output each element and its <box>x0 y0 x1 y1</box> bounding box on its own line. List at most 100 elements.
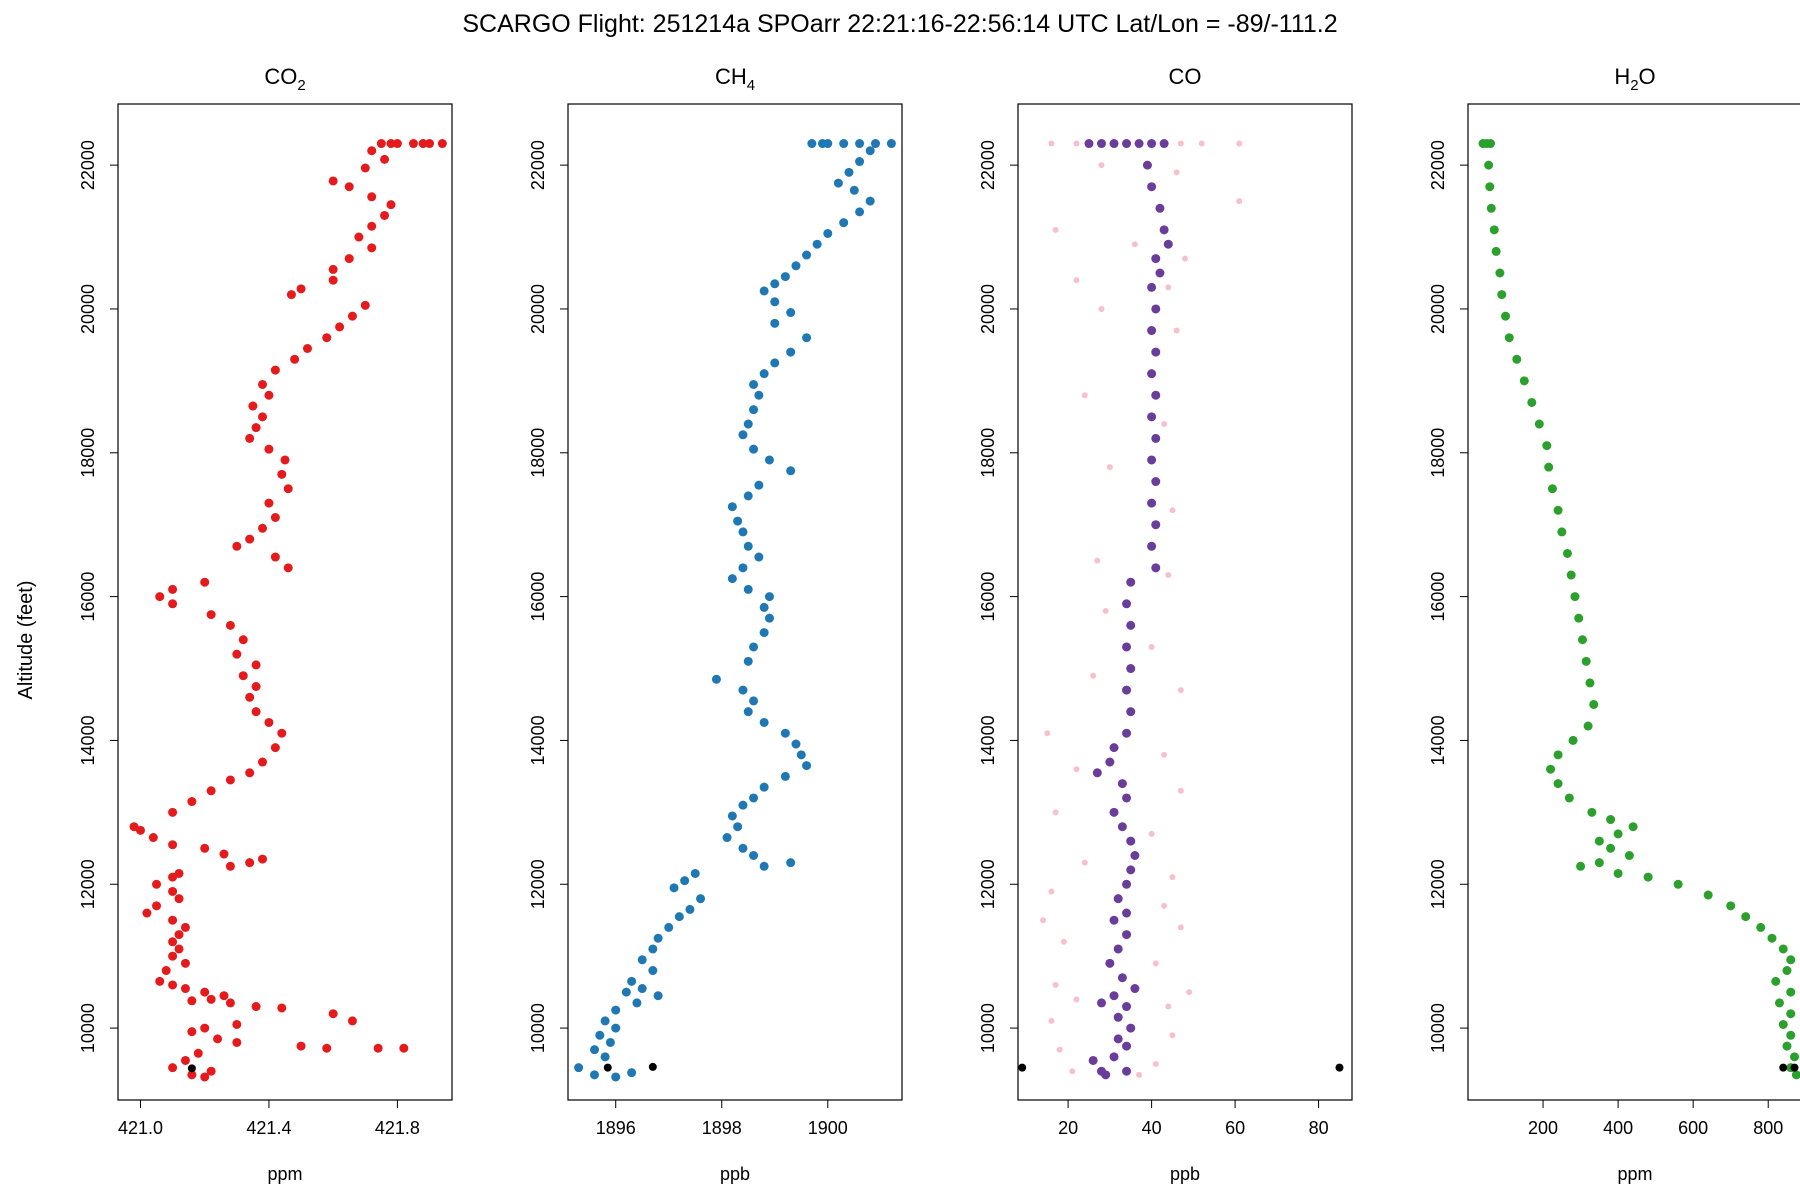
data-point <box>1126 577 1136 587</box>
data-point <box>1151 520 1161 530</box>
x-axis-label: ppb <box>1170 1164 1200 1184</box>
x-tick-label: 1898 <box>702 1118 742 1138</box>
data-point <box>225 998 235 1008</box>
data-point <box>770 318 780 328</box>
data-point <box>245 858 255 868</box>
data-point <box>206 994 216 1004</box>
data-point <box>1081 859 1088 866</box>
x-tick-label: 421.4 <box>246 1118 291 1138</box>
x-tick-label: 20 <box>1058 1118 1078 1138</box>
data-point <box>1594 858 1604 868</box>
data-point <box>1117 973 1127 983</box>
panel-1: CO2 10000 12000 14000 16000 18000 20000 22000 42… <box>78 64 453 1184</box>
data-point <box>1048 1017 1055 1024</box>
data-point <box>206 1066 216 1076</box>
y-tick-label: 18000 <box>1428 428 1448 478</box>
data-point <box>1504 333 1514 343</box>
data-point <box>1151 563 1161 573</box>
data-point <box>1122 1041 1132 1051</box>
plot-frame <box>1467 103 1800 1101</box>
data-point <box>322 333 332 343</box>
data-point <box>1553 750 1563 760</box>
data-point <box>1142 160 1152 170</box>
marker-point <box>648 1062 657 1071</box>
data-point <box>155 592 165 602</box>
data-point <box>1484 160 1494 170</box>
data-point <box>1081 392 1088 399</box>
data-point <box>1791 1070 1800 1080</box>
marker-point <box>1779 1063 1788 1072</box>
data-point <box>1547 484 1557 494</box>
data-point <box>1040 917 1047 924</box>
data-point <box>1767 933 1777 943</box>
data-point <box>1105 757 1115 767</box>
data-point <box>258 523 268 533</box>
data-point <box>1594 836 1604 846</box>
panel-title-main: CO <box>264 64 297 89</box>
y-tick-label: 14000 <box>978 715 998 765</box>
data-point <box>1786 987 1796 997</box>
data-point <box>367 243 377 253</box>
panel-title: CO <box>1169 64 1202 89</box>
data-point <box>1117 822 1127 832</box>
figure-title: SCARGO Flight: 251214a SPOarr 22:21:16-2… <box>462 10 1337 38</box>
y-axis-label: Altitude (feet) <box>15 581 37 700</box>
data-point <box>245 768 255 778</box>
data-point <box>277 469 287 479</box>
data-point <box>802 333 812 343</box>
data-point <box>1136 1071 1143 1078</box>
data-point <box>1553 779 1563 789</box>
data-point <box>1109 743 1119 753</box>
data-point <box>833 178 843 188</box>
data-point <box>1109 915 1119 925</box>
data-point <box>290 354 300 364</box>
data-point <box>219 991 229 1001</box>
data-point <box>621 987 631 997</box>
data-point <box>770 358 780 368</box>
data-point <box>1097 139 1106 149</box>
data-point <box>1570 592 1580 602</box>
data-point <box>1113 1034 1123 1044</box>
data-point <box>168 951 178 961</box>
data-point <box>722 833 732 843</box>
data-point <box>1161 421 1168 428</box>
data-point <box>264 444 274 454</box>
y-tick-label: 16000 <box>528 572 548 622</box>
data-point <box>1122 642 1132 652</box>
data-point <box>1544 462 1554 472</box>
data-point <box>743 656 753 666</box>
data-point <box>1126 1023 1136 1033</box>
data-point <box>1097 998 1106 1008</box>
data-point <box>1774 998 1784 1008</box>
data-point <box>1122 908 1132 918</box>
data-point <box>206 610 216 620</box>
y-tick-label: 14000 <box>528 715 548 765</box>
data-point <box>749 405 759 415</box>
data-point <box>155 976 165 986</box>
data-point <box>780 771 790 781</box>
data-point <box>685 904 695 914</box>
data-point <box>1052 809 1059 816</box>
data-point <box>152 879 162 889</box>
data-point <box>1113 944 1123 954</box>
data-point <box>1106 464 1113 471</box>
panel-title: H2O <box>1614 64 1655 94</box>
data-point <box>418 139 428 149</box>
y-tick-label: 18000 <box>528 428 548 478</box>
data-point <box>627 1068 637 1078</box>
data-point <box>839 218 849 228</box>
data-point <box>225 861 235 871</box>
data-point <box>759 286 769 296</box>
data-point <box>764 613 774 623</box>
data-point <box>1186 989 1193 996</box>
data-point <box>1113 1012 1123 1022</box>
x-tick-label: 40 <box>1142 1118 1162 1138</box>
data-point <box>605 1037 615 1047</box>
marker-point <box>1790 1063 1799 1072</box>
x-tick-label: 80 <box>1309 1118 1329 1138</box>
data-point <box>865 146 875 156</box>
data-point <box>168 840 178 850</box>
data-point <box>637 984 647 994</box>
data-point <box>1084 139 1094 149</box>
data-point <box>855 139 865 149</box>
